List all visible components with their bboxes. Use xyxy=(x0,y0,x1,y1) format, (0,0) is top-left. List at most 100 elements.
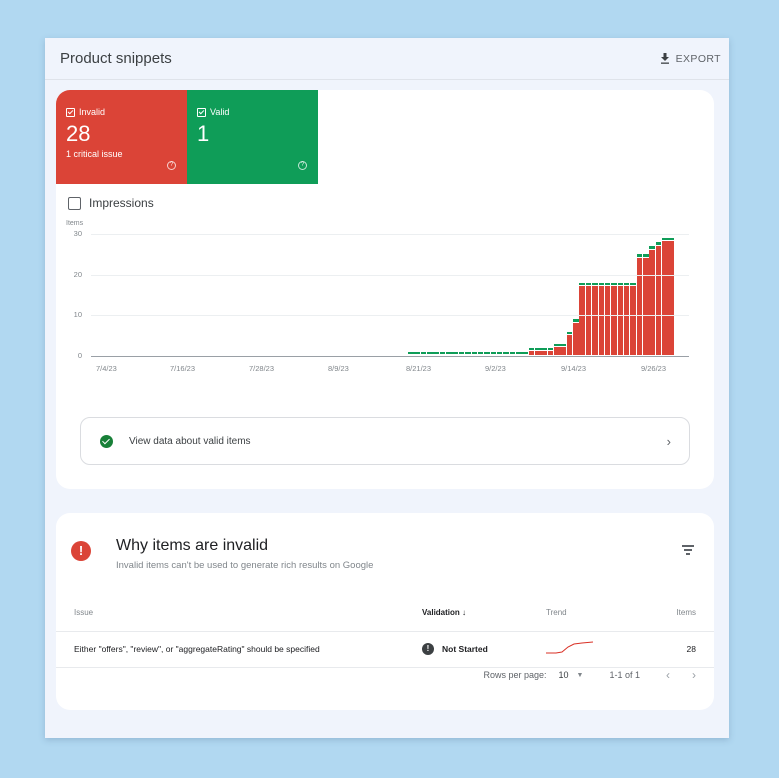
help-icon[interactable]: ? xyxy=(167,161,176,170)
chart-bar[interactable] xyxy=(522,351,528,356)
x-tick-label: 9/2/23 xyxy=(485,364,506,373)
chart-bar[interactable] xyxy=(547,347,554,355)
chevron-right-icon: › xyxy=(666,433,671,449)
chart-bar[interactable] xyxy=(617,282,624,355)
panel-header: Product snippets EXPORT xyxy=(45,38,729,80)
x-tick-label: 7/4/23 xyxy=(96,364,117,373)
gridline xyxy=(91,234,689,235)
chart-bar[interactable] xyxy=(509,351,516,356)
y-tick-label: 30 xyxy=(73,229,82,238)
chart-bar[interactable] xyxy=(503,351,509,356)
invalid-subtext: 1 critical issue xyxy=(66,149,123,159)
impressions-toggle[interactable]: Impressions xyxy=(68,196,714,210)
rows-per-page-select[interactable]: 10 xyxy=(558,670,569,680)
chart-bar[interactable] xyxy=(414,351,420,356)
chart-bars xyxy=(56,224,714,389)
chart-bar[interactable] xyxy=(592,282,598,355)
checkbox-checked-icon xyxy=(66,107,75,117)
chart-bar[interactable] xyxy=(642,254,649,355)
chart-bar[interactable] xyxy=(668,238,674,355)
chart-bar[interactable] xyxy=(528,347,535,355)
validation-status: ! Not Started xyxy=(422,643,546,655)
valid-label: Valid xyxy=(210,107,230,117)
chart-bar[interactable] xyxy=(535,347,541,355)
filter-icon[interactable] xyxy=(682,545,694,557)
next-page-button[interactable]: › xyxy=(692,668,696,682)
chart-bar[interactable] xyxy=(490,351,497,356)
chart-bar[interactable] xyxy=(649,246,655,355)
chart-bar[interactable] xyxy=(623,282,630,355)
chart-bar[interactable] xyxy=(433,351,439,356)
invalid-label: Invalid xyxy=(79,107,106,117)
valid-tile[interactable]: Valid 1 ? xyxy=(187,90,318,184)
view-valid-items-link[interactable]: View data about valid items › xyxy=(80,417,690,465)
chart-bar[interactable] xyxy=(604,282,611,355)
chart-bar[interactable] xyxy=(408,351,414,356)
y-tick-label: 20 xyxy=(73,269,82,279)
page-title: Product snippets xyxy=(60,50,172,67)
x-tick-label: 8/9/23 xyxy=(328,364,349,373)
x-tick-label: 7/16/23 xyxy=(170,364,196,373)
trend-sparkline xyxy=(546,631,656,668)
chart-bar[interactable] xyxy=(630,282,636,355)
col-validation[interactable]: Validation ↓ xyxy=(422,595,546,632)
export-label: EXPORT xyxy=(675,52,721,65)
col-issue[interactable]: Issue xyxy=(56,595,422,632)
chart-bar[interactable] xyxy=(611,282,617,355)
chart-bar[interactable] xyxy=(458,351,465,356)
chart-bar[interactable] xyxy=(655,242,662,355)
chart-bar[interactable] xyxy=(598,282,605,355)
check-circle-icon xyxy=(100,434,113,448)
chart-bar[interactable] xyxy=(566,331,573,355)
chart-bar[interactable] xyxy=(439,351,446,356)
valid-count: 1 xyxy=(197,121,210,146)
rows-per-page-label: Rows per page: xyxy=(483,670,547,680)
issue-cell: Either "offers", "review", or "aggregate… xyxy=(56,631,422,668)
chart-bar[interactable] xyxy=(573,319,579,355)
chart-bar[interactable] xyxy=(636,254,643,355)
page-range: 1-1 of 1 xyxy=(609,670,640,680)
invalid-reasons-card: ! Why items are invalid Invalid items ca… xyxy=(56,513,714,710)
invalid-tile[interactable]: Invalid 28 1 critical issue ? xyxy=(56,90,187,184)
x-tick-label: 9/26/23 xyxy=(641,364,667,373)
checkbox-checked-icon xyxy=(197,107,206,117)
chart-bar[interactable] xyxy=(554,343,560,355)
chart-bar[interactable] xyxy=(484,351,490,356)
col-trend[interactable]: Trend xyxy=(546,595,656,632)
chart-bar[interactable] xyxy=(585,282,592,355)
view-valid-items-label: View data about valid items xyxy=(129,435,251,447)
section-title: Why items are invalid xyxy=(116,537,269,554)
chart-bar[interactable] xyxy=(662,238,668,355)
x-tick-label: 9/14/23 xyxy=(561,364,587,373)
export-button[interactable]: EXPORT xyxy=(660,53,721,65)
chart-bar[interactable] xyxy=(515,351,522,356)
section-subtitle: Invalid items can't be used to generate … xyxy=(116,560,374,571)
error-icon: ! xyxy=(71,541,91,561)
dropdown-caret-icon[interactable]: ▼ xyxy=(576,671,584,679)
y-tick-label: 0 xyxy=(77,351,82,360)
sort-down-icon: ↓ xyxy=(462,608,467,618)
chart-bar[interactable] xyxy=(579,282,586,355)
chart-bar[interactable] xyxy=(420,351,427,356)
chart-bar[interactable] xyxy=(427,351,433,356)
x-tick-label: 8/21/23 xyxy=(406,364,432,373)
help-icon[interactable]: ? xyxy=(298,161,307,170)
prev-page-button[interactable]: ‹ xyxy=(666,668,670,682)
chart-bar[interactable] xyxy=(465,351,471,356)
report-panel: Product snippets EXPORT Invalid 28 1 cri… xyxy=(45,38,729,738)
exclamation-icon: ! xyxy=(422,643,434,655)
checkbox-unchecked-icon[interactable] xyxy=(68,196,81,210)
chart-bar[interactable] xyxy=(560,343,566,355)
table-row[interactable]: Either "offers", "review", or "aggregate… xyxy=(56,631,714,668)
chart-bar[interactable] xyxy=(477,351,484,356)
chart-bar[interactable] xyxy=(452,351,459,356)
items-cell: 28 xyxy=(656,631,714,668)
chart-bar[interactable] xyxy=(541,347,547,355)
issues-table: Issue Validation ↓ Trend Items Either "o… xyxy=(56,595,714,668)
items-chart: Items 0 10 20 30 7/4/23 7/16/23 7/28/23 8/9/23 8… xyxy=(56,220,714,389)
chart-bar[interactable] xyxy=(446,351,452,356)
chart-bar[interactable] xyxy=(496,351,503,356)
chart-bar[interactable] xyxy=(471,351,478,356)
col-items[interactable]: Items xyxy=(656,595,714,632)
invalid-count: 28 xyxy=(66,121,91,146)
